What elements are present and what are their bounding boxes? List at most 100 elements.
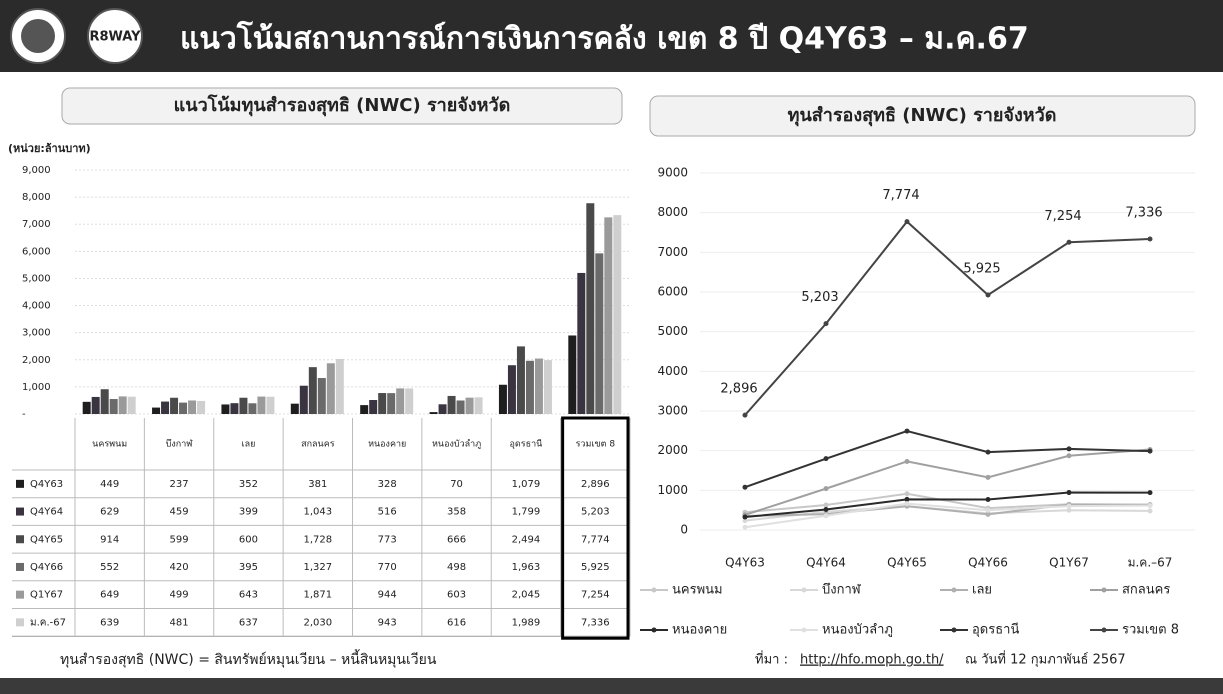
bar: [586, 203, 595, 414]
y-tick-label: 6000: [657, 285, 688, 299]
point: [1147, 508, 1153, 514]
x-tick-label: Q1Y67: [1049, 556, 1089, 570]
table-cell: 616: [447, 617, 466, 628]
x-tick-label: ม.ค.–67: [1128, 556, 1173, 570]
x-tick-label: Q4Y65: [887, 556, 927, 570]
table-cell: 629: [100, 507, 119, 518]
legend-marker: [951, 627, 957, 633]
legend-swatch: [16, 562, 24, 571]
table-cell: 7,254: [581, 590, 610, 601]
point: [1147, 448, 1153, 454]
point: [1147, 490, 1153, 496]
point: [1066, 446, 1072, 452]
bar: [299, 385, 308, 414]
point: [742, 484, 748, 490]
legend-label: Q4Y66: [30, 562, 63, 573]
bar: [317, 378, 326, 414]
bar: [595, 253, 604, 414]
table-cell: 637: [239, 617, 258, 628]
bar: [396, 388, 405, 414]
point: [1066, 239, 1072, 245]
x-tick-label: Q4Y64: [806, 556, 846, 570]
table-header: บึงกาฬ: [166, 439, 194, 450]
y-tick-label: 7000: [657, 245, 688, 259]
bar: [465, 397, 474, 414]
bar: [290, 403, 299, 414]
bar: [335, 358, 344, 414]
legend-marker: [651, 587, 657, 593]
y-tick-label: 3,000: [22, 328, 51, 339]
bar: [82, 401, 91, 414]
y-tick-label: 9,000: [22, 165, 51, 176]
header-band: [0, 0, 1223, 72]
point: [985, 449, 991, 455]
point: [823, 502, 829, 508]
source-link[interactable]: http://hfo.moph.go.th/: [800, 653, 944, 668]
chart-title: แนวโน้มทุนสำรองสุทธิ (NWC) รายจังหวัด: [174, 94, 511, 117]
bar: [179, 402, 188, 414]
table-cell: 914: [100, 534, 119, 545]
y-tick-label: 3000: [657, 404, 688, 418]
point: [904, 491, 910, 497]
table-cell: 2,045: [512, 590, 541, 601]
legend-label: สกลนคร: [1122, 583, 1170, 598]
legend-label: เลย: [972, 583, 992, 598]
point: [985, 511, 991, 517]
bar: [197, 400, 206, 414]
bar: [577, 272, 586, 414]
table-cell: 1,799: [512, 507, 541, 518]
legend-label: Q4Y64: [30, 507, 63, 518]
legend-swatch: [16, 590, 24, 599]
legend-label: ม.ค.-67: [30, 617, 66, 628]
point: [985, 474, 991, 480]
table-cell: 1,963: [512, 562, 541, 573]
series-line: [744, 430, 1151, 489]
bar: [326, 363, 335, 414]
table-header: หนองบัวลำภู: [432, 439, 481, 450]
series-line: [744, 502, 1151, 529]
table-cell: 2,030: [303, 617, 332, 628]
bar: [230, 403, 239, 414]
legend-label: รวมเขต 8: [1122, 623, 1179, 638]
bar: [360, 405, 369, 414]
y-tick-label: 8,000: [22, 192, 51, 203]
bar: [474, 397, 483, 414]
legend-label: นครพนม: [672, 583, 723, 598]
table-cell: 481: [170, 617, 189, 628]
point: [742, 524, 748, 530]
legend-label: อุดรธานี: [972, 622, 1019, 638]
point: [1066, 490, 1072, 496]
x-tick-label: Q4Y63: [725, 556, 765, 570]
table-cell: 944: [378, 590, 397, 601]
point: [904, 428, 910, 434]
table-cell: 643: [239, 590, 258, 601]
bar: [613, 215, 622, 414]
table-cell: 70: [450, 479, 463, 490]
highlight-box: [561, 416, 630, 640]
bar: [447, 395, 456, 414]
footer-band: [0, 678, 1223, 694]
table-cell: 603: [447, 590, 466, 601]
panel-title-box: [649, 95, 1196, 137]
footnote: ทุนสำรองสุทธิ (NWC) = สินทรัพย์หมุนเวียน…: [60, 649, 437, 668]
table-cell: 2,896: [581, 479, 610, 490]
legend-label: หนองบัวลำภู: [822, 623, 893, 638]
table-cell: 516: [378, 507, 397, 518]
point: [823, 456, 829, 462]
table-cell: 5,925: [581, 562, 610, 573]
table-cell: 7,336: [581, 617, 610, 628]
point: [904, 501, 910, 507]
data-label: 5,925: [963, 261, 1000, 276]
table-cell: 1,043: [303, 507, 332, 518]
table-cell: 1,327: [303, 562, 332, 573]
table-cell: 449: [100, 479, 119, 490]
bar: [534, 358, 543, 414]
table-cell: 420: [170, 562, 189, 573]
table-header: เลย: [242, 440, 256, 450]
table-cell: 328: [378, 479, 397, 490]
source-date: ณ วันที่ 12 กุมภาพันธ์ 2567: [965, 651, 1126, 668]
series-line: [744, 503, 1151, 518]
bar: [369, 400, 378, 414]
bar: [516, 346, 525, 414]
